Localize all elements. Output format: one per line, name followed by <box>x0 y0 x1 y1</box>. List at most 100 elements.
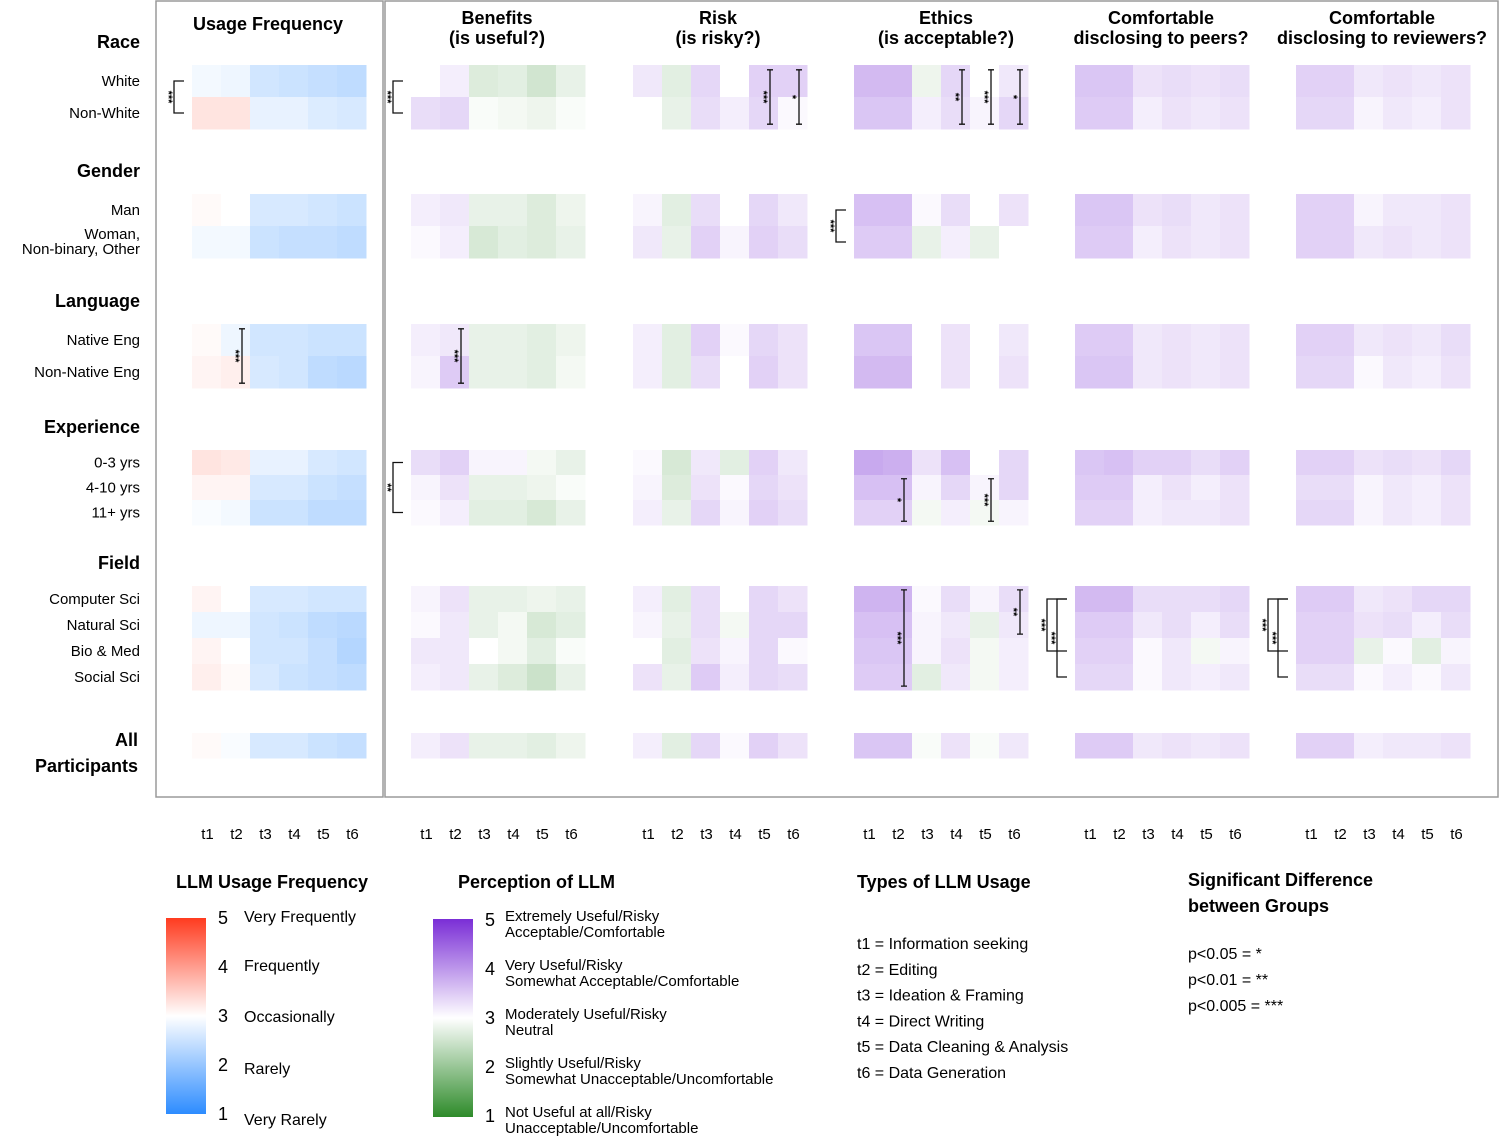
heatmap-cell <box>440 226 470 259</box>
tick-label: t2 <box>1334 826 1347 843</box>
heatmap-cell <box>1104 226 1134 259</box>
row-label: Bio & Med <box>71 643 140 660</box>
heatmap-cell <box>1296 475 1326 501</box>
heatmap-cell <box>1133 226 1163 259</box>
heatmap-cell <box>308 500 338 526</box>
heatmap-cell <box>1162 475 1192 501</box>
heatmap-cell <box>192 638 222 665</box>
heatmap-cell <box>1412 226 1442 259</box>
heatmap-cell <box>1441 65 1471 98</box>
heatmap-cell <box>1133 356 1163 389</box>
heatmap-cell <box>778 65 808 98</box>
heatmap-cell <box>1162 226 1192 259</box>
heatmap-cell <box>749 356 779 389</box>
heatmap-cell <box>250 500 280 526</box>
significance-stars: *** <box>1045 632 1057 646</box>
heatmap-cell <box>1383 97 1413 130</box>
heatmap-cell <box>999 97 1029 130</box>
heatmap-cell <box>999 664 1029 691</box>
row-label: 4-10 yrs <box>86 480 140 497</box>
heatmap-cell <box>1220 586 1250 613</box>
heatmap-cell <box>1354 450 1384 476</box>
heatmap-cell <box>250 324 280 357</box>
heatmap-cell <box>1162 664 1192 691</box>
heatmap-cell <box>633 324 663 357</box>
heatmap-cell <box>1191 356 1221 389</box>
heatmap-cell <box>527 65 557 98</box>
heatmap-cell <box>691 194 721 227</box>
heatmap-cell <box>912 475 942 501</box>
heatmap-cell <box>1133 97 1163 130</box>
heatmap-cell <box>912 500 942 526</box>
usage-colorbar <box>166 918 206 1114</box>
heatmap-cell <box>662 324 692 357</box>
perception-level-label: Extremely Useful/Risky <box>505 908 660 925</box>
heatmap-cell <box>1162 500 1192 526</box>
heatmap-cell <box>440 97 470 130</box>
heatmap-cell <box>440 324 470 357</box>
heatmap-cell <box>720 586 750 613</box>
perception-level-label: Slightly Useful/Risky <box>505 1055 641 1072</box>
heatmap-cell <box>1412 65 1442 98</box>
tick-label: t4 <box>288 826 301 843</box>
heatmap-cell <box>1354 324 1384 357</box>
heatmap-cell <box>411 500 441 526</box>
heatmap-cell <box>411 638 441 665</box>
tick-label: t2 <box>230 826 243 843</box>
tick-label: t6 <box>1008 826 1021 843</box>
significance-bracket <box>767 69 773 125</box>
heatmap-cell <box>1075 475 1105 501</box>
tick-label: t5 <box>536 826 549 843</box>
heatmap-cell <box>1162 324 1192 357</box>
heatmap-cell <box>970 500 1000 526</box>
heatmap-cell <box>1441 97 1471 130</box>
heatmap-cell <box>1383 612 1413 639</box>
heatmap-cell <box>691 65 721 98</box>
heatmap-cell <box>527 638 557 665</box>
heatmap-cell <box>633 664 663 691</box>
heatmap-cells <box>192 65 1471 759</box>
significance-bracket <box>988 69 994 125</box>
heatmap-cell <box>440 638 470 665</box>
heatmap-cell <box>1354 664 1384 691</box>
tick-label: t3 <box>478 826 491 843</box>
heatmap-cell <box>1296 226 1326 259</box>
heatmap-cell <box>854 226 884 259</box>
row-label: White <box>102 73 140 90</box>
heatmap-cell <box>1162 638 1192 665</box>
heatmap-cell <box>1104 324 1134 357</box>
heatmap-cell <box>279 97 309 130</box>
heatmap-cell <box>556 612 586 639</box>
heatmap-cell <box>498 450 528 476</box>
heatmap-cell <box>1325 475 1355 501</box>
heatmap-cell <box>469 65 499 98</box>
heatmap-cell <box>221 356 251 389</box>
group-label: Language <box>55 291 140 311</box>
heatmap-cell <box>633 638 663 665</box>
heatmap-cell <box>337 324 367 357</box>
heatmap-cell <box>192 664 222 691</box>
heatmap-cell <box>1354 356 1384 389</box>
heatmap-cell <box>469 586 499 613</box>
heatmap-cell <box>498 194 528 227</box>
heatmap-cell <box>749 97 779 130</box>
heatmap-cell <box>556 500 586 526</box>
heatmap-cell <box>778 638 808 665</box>
heatmap-cell <box>1162 65 1192 98</box>
significance-stars: *** <box>1266 632 1278 646</box>
significance-bracket <box>1046 598 1067 652</box>
significance-stars: ** <box>1007 608 1019 617</box>
heatmap-cell <box>1296 324 1326 357</box>
tick-label: t5 <box>1200 826 1213 843</box>
heatmap-cell <box>912 194 942 227</box>
heatmap-cell <box>691 324 721 357</box>
heatmap-cell <box>1383 475 1413 501</box>
heatmap-cell <box>308 664 338 691</box>
heatmap-cell <box>498 65 528 98</box>
heatmap-cell <box>1412 638 1442 665</box>
heatmap-cell <box>662 664 692 691</box>
heatmap-cell <box>1354 500 1384 526</box>
heatmap-cell <box>527 356 557 389</box>
panel-title-benefits: (is useful?) <box>449 28 545 48</box>
heatmap-cell <box>749 475 779 501</box>
